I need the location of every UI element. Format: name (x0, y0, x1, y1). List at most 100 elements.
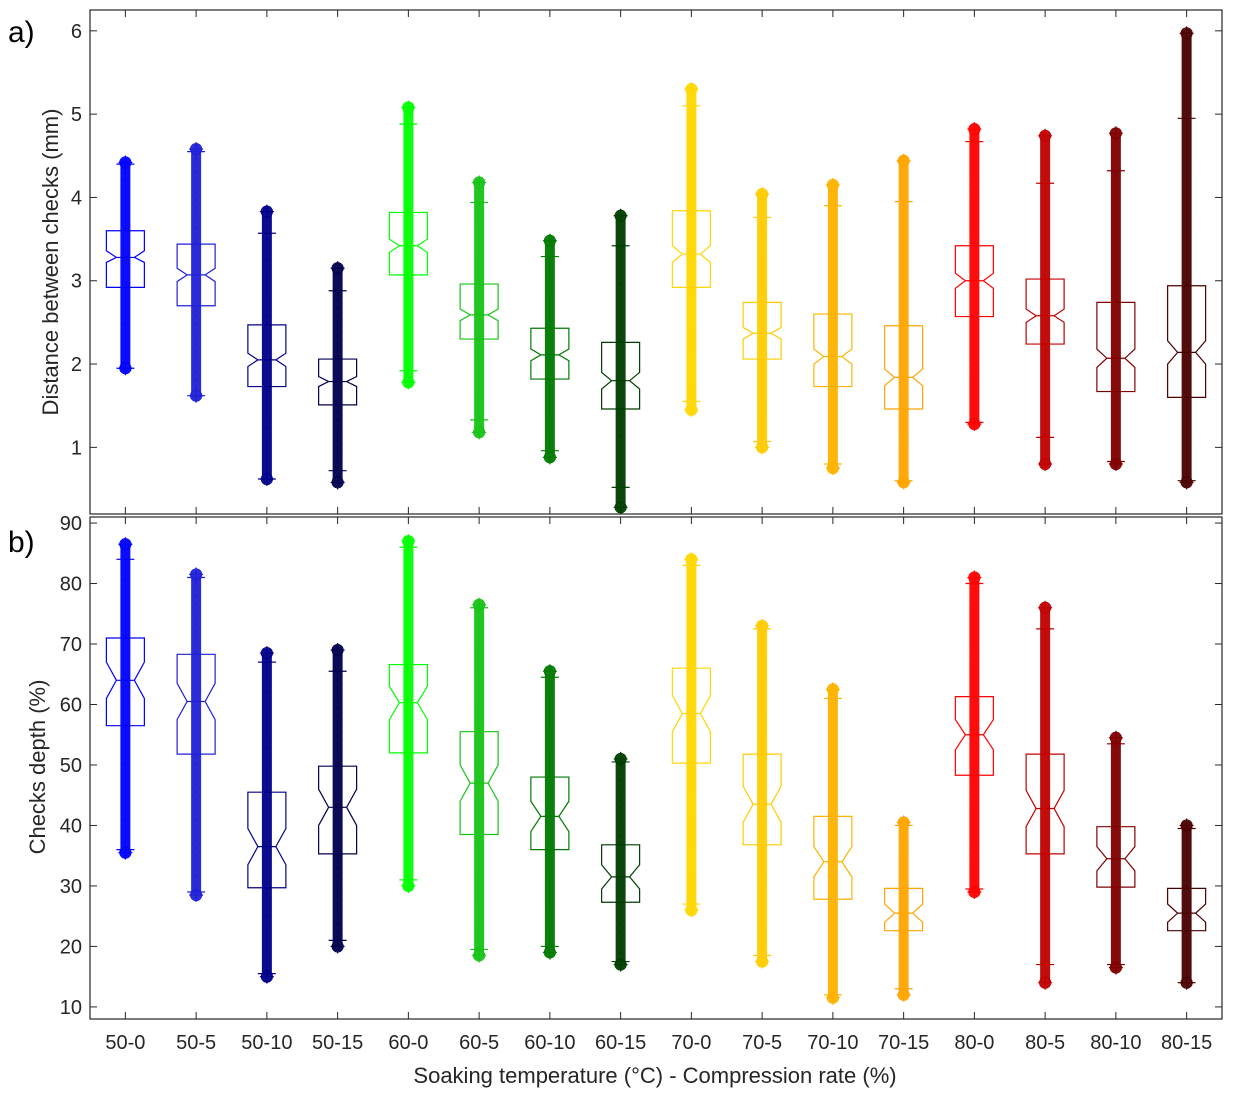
outlier-max-plus (401, 534, 416, 549)
notched-box (1096, 826, 1136, 888)
panel-a-label: a) (8, 16, 35, 49)
outlier-max-plus (1038, 128, 1053, 143)
x-tick-label: 70-0 (671, 1032, 711, 1054)
box-a-80-0 (954, 10, 994, 514)
outlier-min-plus (472, 948, 487, 963)
panel-b-checks-depth: 10 20 30 40 50 60 70 80 90 50-0 50-5 50-10 50-15 60-0… (60, 513, 1223, 1054)
box-b-80-0: 80-0 (954, 517, 994, 1054)
notched-box (318, 358, 358, 406)
outlier-max-plus (755, 618, 770, 633)
outlier-max-plus (401, 100, 416, 115)
outlier-min-plus (401, 375, 416, 390)
x-tick-label: 70-15 (878, 1032, 929, 1054)
outlier-min-plus (684, 903, 699, 918)
outlier-min-plus (613, 957, 628, 972)
box-a-50-15 (318, 10, 358, 514)
notched-box (954, 245, 994, 318)
outlier-min-plus (542, 450, 557, 465)
outlier-max-plus (825, 177, 840, 192)
box-b-80-10: 80-10 (1090, 517, 1141, 1054)
box-b-70-15: 70-15 (878, 517, 929, 1054)
outlier-min-plus (1038, 975, 1053, 990)
notched-box (530, 776, 570, 851)
notched-box (176, 653, 216, 755)
outlier-max-plus (1108, 730, 1123, 745)
box-a-70-0 (671, 10, 711, 514)
notched-box (813, 313, 853, 388)
box-b-70-10: 70-10 (807, 517, 858, 1054)
y-tick-label-a: 1 (71, 437, 82, 459)
panel-b-label: b) (8, 526, 35, 559)
y-tick-label-b: 90 (60, 513, 82, 535)
outlier-max-plus (330, 261, 345, 276)
outlier-max-plus (259, 646, 274, 661)
y-tick-label-a: 2 (71, 354, 82, 376)
notched-box (318, 765, 358, 855)
outlier-min-plus (189, 888, 204, 903)
x-tick-label: 80-5 (1025, 1032, 1065, 1054)
box-a-60-0 (388, 10, 428, 514)
outlier-min-plus (118, 845, 133, 860)
notched-box (884, 887, 924, 932)
box-b-60-10: 60-10 (524, 517, 575, 1054)
y-tick-label-b: 20 (60, 936, 82, 958)
notched-box (459, 283, 499, 340)
outlier-min-plus (755, 440, 770, 455)
outlier-min-plus (896, 475, 911, 490)
notched-box (601, 341, 641, 410)
outlier-max-plus (1179, 818, 1194, 833)
outlier-min-plus (1108, 457, 1123, 472)
x-tick-label: 50-15 (312, 1032, 363, 1054)
y-tick-label-a: 4 (71, 187, 82, 209)
y-tick-label-a: 3 (71, 271, 82, 293)
outlier-min-plus (1179, 475, 1194, 490)
outlier-max-plus (118, 155, 133, 170)
notched-box (530, 327, 570, 380)
outlier-max-plus (896, 815, 911, 830)
x-tick-label: 60-15 (595, 1032, 646, 1054)
box-a-80-5 (1025, 10, 1065, 514)
outlier-max-plus (330, 643, 345, 658)
box-b-60-0: 60-0 (388, 517, 428, 1054)
outlier-min-plus (1108, 960, 1123, 975)
box-b-50-15: 50-15 (312, 517, 363, 1054)
box-b-50-5: 50-5 (176, 517, 216, 1054)
x-tick-label: 50-5 (176, 1032, 216, 1054)
plot-frame-a (89, 9, 1223, 515)
y-tick-label-b: 60 (60, 694, 82, 716)
outlier-max-plus (189, 142, 204, 157)
x-tick-label: 80-15 (1161, 1032, 1212, 1054)
outlier-min-plus (189, 388, 204, 403)
y-tick-label-a: 5 (71, 104, 82, 126)
outlier-max-plus (967, 570, 982, 585)
notched-box (671, 667, 711, 764)
notched-box (1167, 285, 1207, 398)
notched-box (105, 637, 145, 727)
x-axis-title: Soaking temperature (°C) - Compression r… (413, 1063, 896, 1088)
y-tick-label-b: 70 (60, 634, 82, 656)
box-b-70-0: 70-0 (671, 517, 711, 1054)
box-b-50-10: 50-10 (241, 517, 292, 1054)
box-a-70-5 (742, 10, 782, 514)
outlier-min-plus (542, 945, 557, 960)
outlier-max-plus (1179, 26, 1194, 41)
outlier-min-plus (330, 939, 345, 954)
box-b-60-5: 60-5 (459, 517, 499, 1054)
box-a-50-0 (105, 10, 145, 514)
outlier-min-plus (755, 954, 770, 969)
x-tick-label: 60-5 (459, 1032, 499, 1054)
outlier-max-plus (472, 175, 487, 190)
outlier-min-plus (896, 987, 911, 1002)
x-tick-label: 60-0 (388, 1032, 428, 1054)
outlier-max-plus (684, 82, 699, 97)
notched-box (601, 844, 641, 903)
notched-box (459, 731, 499, 836)
y-tick-label-b: 30 (60, 876, 82, 898)
outlier-max-plus (684, 552, 699, 567)
box-b-80-5: 80-5 (1025, 517, 1065, 1054)
outlier-max-plus (967, 122, 982, 137)
outlier-max-plus (542, 664, 557, 679)
outlier-max-plus (542, 233, 557, 248)
outlier-min-plus (613, 500, 628, 515)
